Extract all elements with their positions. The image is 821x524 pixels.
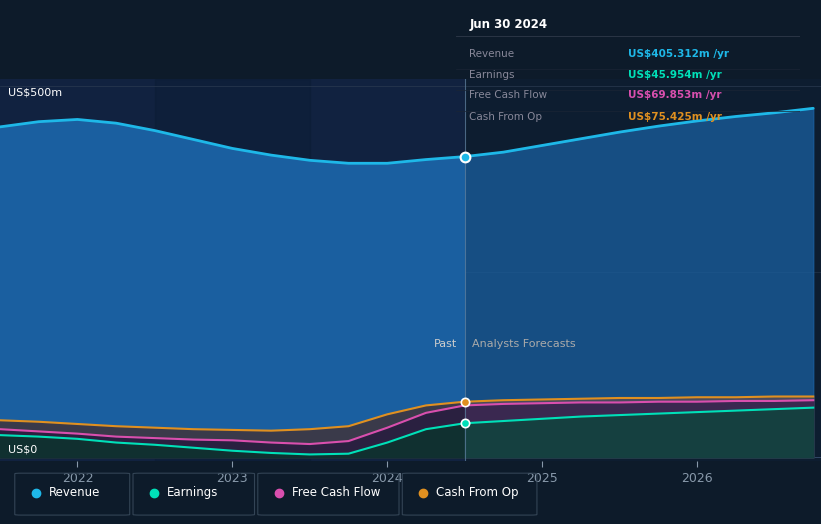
Text: Earnings: Earnings [470, 70, 515, 80]
Text: US$45.954m /yr: US$45.954m /yr [628, 70, 722, 80]
Text: Cash From Op: Cash From Op [437, 486, 519, 499]
Text: US$0: US$0 [7, 444, 37, 454]
Text: Jun 30 2024: Jun 30 2024 [470, 18, 548, 31]
Bar [155, 79, 310, 461]
Text: Free Cash Flow: Free Cash Flow [292, 486, 380, 499]
Bar [465, 79, 821, 461]
Text: Revenue: Revenue [49, 486, 100, 499]
Text: Past: Past [433, 339, 457, 349]
Text: Revenue: Revenue [470, 49, 515, 59]
Bar [0, 79, 465, 461]
Text: Free Cash Flow: Free Cash Flow [470, 90, 548, 100]
Text: US$500m: US$500m [7, 88, 62, 97]
Text: US$69.853m /yr: US$69.853m /yr [628, 90, 722, 100]
Text: US$405.312m /yr: US$405.312m /yr [628, 49, 729, 59]
Text: Cash From Op: Cash From Op [470, 112, 543, 122]
Text: US$75.425m /yr: US$75.425m /yr [628, 112, 722, 122]
Text: Analysts Forecasts: Analysts Forecasts [472, 339, 576, 349]
Text: Earnings: Earnings [167, 486, 218, 499]
